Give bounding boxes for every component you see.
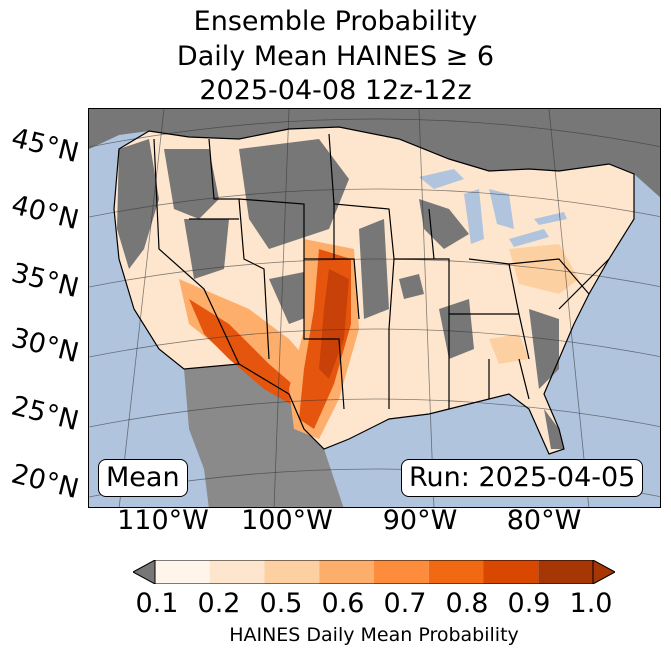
colorbar-over-triangle: [592, 560, 615, 584]
lat-label-45: 45°N: [8, 122, 82, 170]
colorbar-tick-5: 0.8: [445, 588, 489, 619]
colorbar-tick-7: 1.0: [569, 588, 613, 619]
lon-label-90: 90°W: [382, 505, 458, 536]
graticule: [89, 109, 660, 507]
colorbar-tick-3: 0.6: [321, 588, 365, 619]
lat-label-30: 30°N: [8, 322, 82, 370]
title-line-3: 2025-04-08 12z-12z: [199, 75, 472, 106]
lon-label-80: 80°W: [506, 505, 582, 536]
lat-label-25: 25°N: [8, 390, 82, 438]
colorbar-segment: [428, 560, 484, 584]
colorbar-tick-1: 0.2: [197, 588, 241, 619]
colorbar-segment: [538, 560, 593, 584]
colorbar-segment: [319, 560, 374, 584]
colorbar-tick-0: 0.1: [135, 588, 179, 619]
lon-label-110: 110°W: [117, 505, 209, 536]
mean-label: Mean: [98, 459, 188, 497]
canada-region: [89, 109, 660, 198]
colorbar-label: HAINES Daily Mean Probability: [229, 624, 519, 646]
colorbar: [133, 560, 615, 584]
lat-label-35: 35°N: [8, 257, 82, 305]
great-lakes: [419, 169, 567, 247]
title-line-1: Ensemble Probability: [193, 6, 478, 37]
colorbar-segment: [483, 560, 539, 584]
title-line-2: Daily Mean HAINES ≥ 6: [176, 41, 495, 72]
colorbar-segment: [155, 560, 210, 584]
run-date-label: Run: 2025-04-05: [401, 459, 644, 497]
colorbar-under-triangle: [133, 560, 156, 584]
lon-label-100: 100°W: [241, 505, 333, 536]
colorbar-tick-2: 0.5: [259, 588, 303, 619]
colorbar-segment: [374, 560, 429, 584]
lat-label-40: 40°N: [8, 189, 82, 237]
colorbar-tick-4: 0.7: [383, 588, 427, 619]
probability-map: [88, 108, 661, 508]
colorbar-segment: [209, 560, 265, 584]
colorbar-segment: [264, 560, 320, 584]
colorbar-segments: [155, 560, 593, 584]
lat-label-20: 20°N: [8, 458, 82, 506]
state-borders: [113, 126, 635, 455]
colorbar-tick-6: 0.9: [507, 588, 551, 619]
mexico-region: [184, 364, 344, 507]
